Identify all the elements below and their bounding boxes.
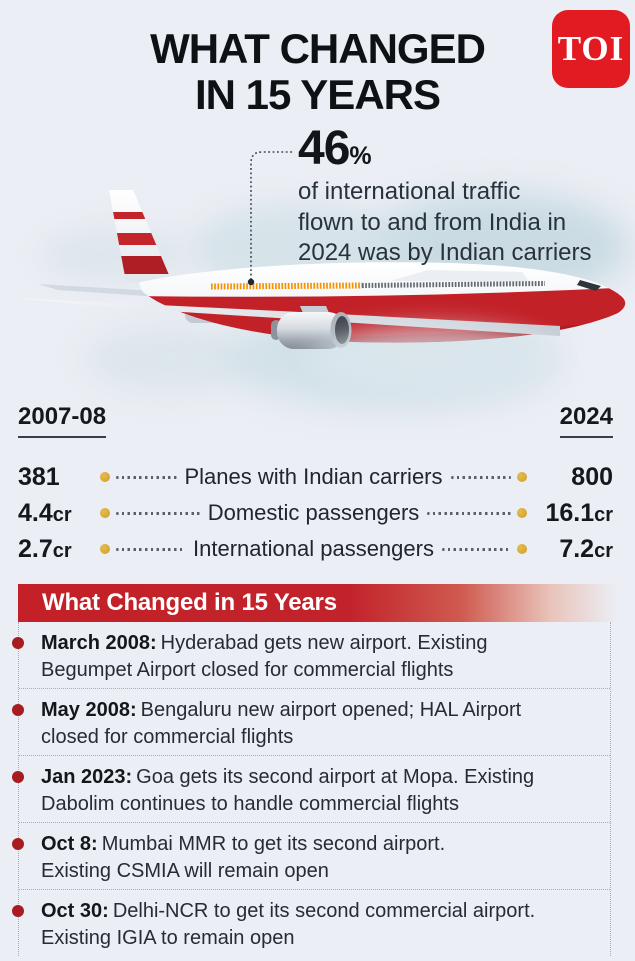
year-left-label: 2007-08: [18, 403, 107, 438]
callout-text: of international traffic flown to and fr…: [298, 178, 592, 266]
title-line-2: IN 15 YEARS: [195, 71, 441, 118]
section-header-bar: What Changed in 15 Years: [18, 584, 617, 622]
timeline-date: May 2008:: [41, 699, 137, 721]
leader-dot-icon: [517, 544, 527, 554]
row-left-value: 2.7cr: [18, 534, 72, 563]
row-right-value: 800: [571, 462, 614, 491]
bullet-icon: [12, 704, 24, 716]
timeline-item: Oct 8: Mumbai MMR to get its second airpo…: [12, 822, 610, 889]
timeline-item: Oct 30: Delhi-NCR to get its second comme…: [12, 889, 610, 956]
cloud-shape: [85, 326, 255, 392]
leader-line: [450, 475, 512, 479]
title-line-1: WHAT CHANGED: [150, 25, 486, 72]
bullet-icon: [12, 771, 24, 783]
comparison-years: 2007-08 2024: [18, 403, 613, 438]
timeline-text: Bengaluru new airport opened; HAL Airpor…: [41, 699, 522, 748]
timeline-date: Jan 2023:: [41, 766, 133, 788]
comparison-row: 2.7cr International passengers 7.2cr: [18, 534, 613, 564]
leader-dot-icon: [517, 472, 528, 482]
page-title: WHAT CHANGED IN 15 YEARS: [0, 26, 635, 118]
comparison-rows: 381 Planes with Indian carriers 800 4.4c…: [18, 462, 613, 564]
leader-dot-icon: [100, 544, 110, 554]
timeline-date: Oct 8:: [41, 833, 98, 855]
toi-logo-text: TOI: [557, 29, 625, 68]
leader-line: [116, 511, 200, 515]
timeline-text: Mumbai MMR to get its second airport. Ex…: [41, 833, 446, 882]
row-right-value: 16.1cr: [545, 498, 614, 527]
year-right-label: 2024: [559, 403, 613, 438]
timeline-list: March 2008: Hyderabad gets new airport. E…: [12, 622, 611, 956]
timeline-text: Goa gets its second airport at Mopa. Exi…: [41, 766, 535, 815]
timeline-text: Delhi-NCR to get its second commercial a…: [41, 900, 536, 949]
callout-value: 46: [298, 122, 350, 175]
toi-logo: TOI: [552, 10, 630, 88]
cockpit-windows: [577, 280, 601, 291]
wing-root-fairing: [390, 270, 530, 282]
window-band-orange: [210, 282, 363, 290]
timeline-item: Jan 2023: Goa gets its second airport at …: [12, 755, 610, 822]
engine-nacelle: [277, 312, 345, 349]
timeline-item: March 2008: Hyderabad gets new airport. E…: [12, 622, 610, 688]
row-label: International passengers: [193, 536, 434, 561]
timeline-date: Oct 30:: [41, 900, 109, 922]
cloud-shape: [310, 326, 560, 396]
comparison-section: 2007-08 2024 381 Planes with Indian carr…: [18, 403, 613, 570]
leader-line: [116, 547, 186, 551]
leader-dot-icon: [100, 508, 110, 518]
comparison-row: 4.4cr Domestic passengers 16.1cr: [18, 498, 613, 528]
timeline-item: May 2008: Bengaluru new airport opened; H…: [12, 688, 610, 755]
bullet-icon: [12, 838, 24, 850]
leader-line: [441, 547, 511, 551]
leader-dot-icon: [517, 508, 528, 518]
bullet-icon: [12, 637, 24, 649]
row-label: Domestic passengers: [207, 500, 420, 525]
callout-headline: 46%: [298, 124, 591, 174]
leader-line: [116, 475, 177, 479]
leader-line: [427, 511, 512, 515]
callout-connector-line: [250, 151, 292, 279]
callout-46: 46% of international traffic flown to an…: [298, 124, 591, 269]
row-right-value: 7.2cr: [559, 534, 613, 563]
section-header-title: What Changed in 15 Years: [42, 589, 337, 616]
bullet-icon: [12, 905, 24, 917]
row-label: Planes with Indian carriers: [184, 464, 443, 489]
callout-connector-dot: [247, 278, 255, 286]
timeline-text: Hyderabad gets new airport. Existing Beg…: [41, 632, 488, 681]
leader-dot-icon: [100, 472, 110, 482]
row-left-value: 381: [18, 462, 60, 491]
row-left-value: 4.4cr: [18, 498, 72, 527]
hero-scene: [0, 130, 635, 415]
callout-percent-sign: %: [349, 142, 372, 170]
timeline-date: March 2008:: [41, 632, 157, 654]
comparison-row: 381 Planes with Indian carriers 800: [18, 462, 613, 492]
